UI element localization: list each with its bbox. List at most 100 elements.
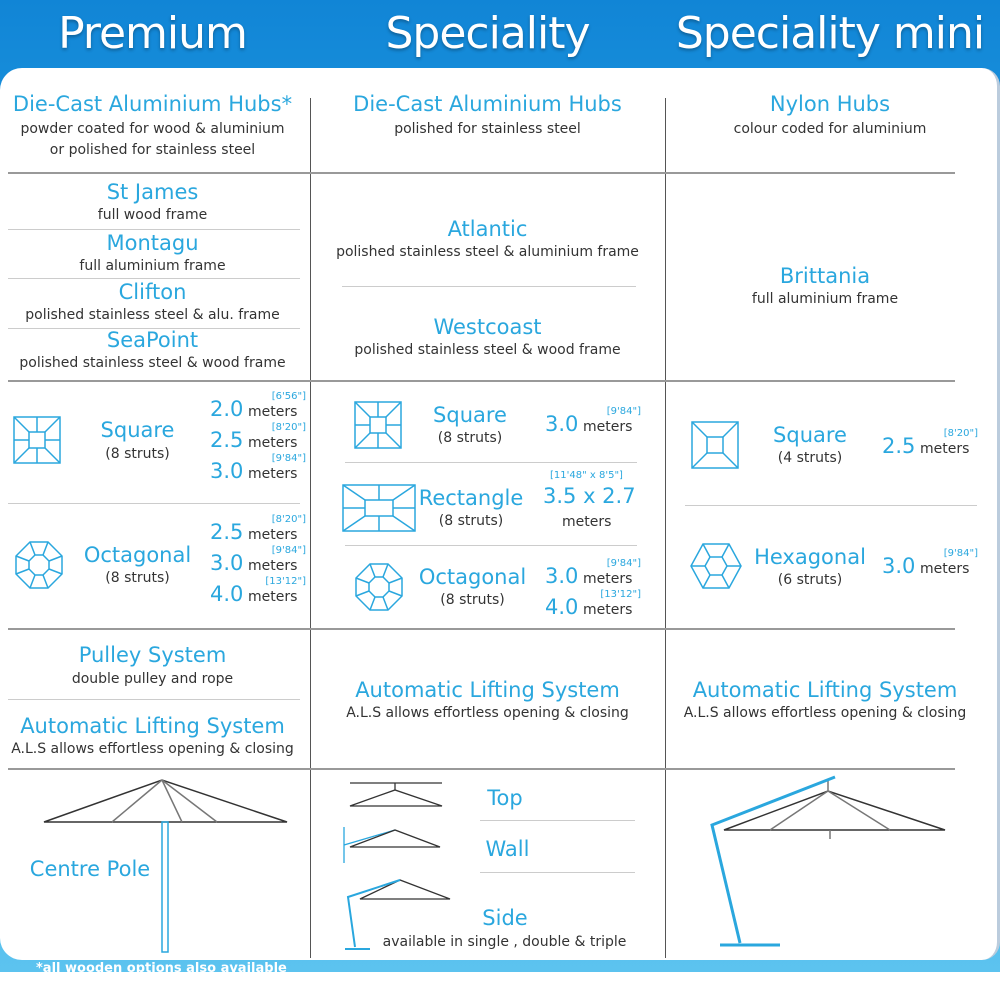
- size-unit: meters: [248, 404, 298, 420]
- size-unit: meters: [583, 602, 633, 618]
- size-value: 3.0: [545, 564, 579, 588]
- shape-name: Hexagonal: [754, 545, 866, 569]
- size-value: 2.5: [210, 428, 244, 452]
- lifting-title: Automatic Lifting System: [355, 678, 620, 702]
- size-feet: [13'12"]: [265, 576, 306, 587]
- side-note: available in single , double & triple: [382, 934, 627, 950]
- shape-name: Square: [100, 418, 175, 442]
- square-canopy-icon: [13, 416, 61, 464]
- row-divider: [8, 172, 955, 174]
- size-value: 2.5: [210, 520, 244, 544]
- size-value: 3.0: [545, 412, 579, 436]
- column-title-premium: Premium: [58, 8, 248, 59]
- sub-divider: [8, 229, 300, 230]
- size-feet: [8'20"]: [943, 428, 978, 439]
- model-desc: full aluminium frame: [79, 258, 226, 274]
- centre-pole-umbrella-illustration: [43, 779, 288, 953]
- lifting-desc: double pulley and rope: [71, 671, 234, 687]
- model-desc: polished stainless steel & wood frame: [354, 342, 621, 358]
- shape-struts: (8 struts): [105, 570, 170, 586]
- sub-divider: [8, 503, 300, 504]
- lifting-title: Automatic Lifting System: [692, 678, 958, 702]
- shape-name: Octagonal: [418, 565, 527, 589]
- model-desc: polished stainless steel & aluminium fra…: [336, 244, 639, 260]
- sub-divider: [480, 872, 635, 873]
- sub-divider: [345, 462, 637, 463]
- size-value: 3.0: [882, 554, 916, 578]
- side-mount-illustration: [345, 879, 451, 950]
- hub-title: Die-Cast Aluminium Hubs: [353, 92, 622, 116]
- size-unit: meters: [562, 514, 612, 530]
- shape-name: Square: [773, 423, 847, 447]
- row-divider: [8, 628, 955, 630]
- shape-struts: (4 struts): [777, 450, 843, 466]
- column-divider: [310, 98, 311, 958]
- sub-divider: [8, 699, 300, 700]
- hub-title: Nylon Hubs: [769, 92, 891, 116]
- size-unit: meters: [248, 527, 298, 543]
- wall-mount-illustration: [343, 827, 441, 863]
- mount-label: Top: [487, 786, 523, 810]
- model-name: Montagu: [106, 231, 199, 255]
- sub-divider: [342, 286, 636, 287]
- column-divider: [665, 98, 666, 958]
- shape-struts: (6 struts): [777, 572, 843, 588]
- size-feet: [11'48" x 8'5"]: [550, 470, 623, 481]
- size-feet: [9'84"]: [271, 453, 306, 464]
- size-value: 4.0: [545, 595, 579, 619]
- size-feet: [13'12"]: [600, 589, 641, 600]
- model-desc: polished stainless steel & wood frame: [19, 355, 286, 371]
- hub-desc: powder coated for wood & aluminium: [20, 121, 285, 137]
- lifting-desc: A.L.S allows effortless opening & closin…: [11, 741, 294, 757]
- model-name: Atlantic: [447, 217, 528, 241]
- size-feet: [9'84"]: [943, 548, 978, 559]
- square-canopy-icon: [691, 421, 739, 469]
- column-title-speciality: Speciality: [385, 8, 590, 59]
- size-feet: [8'20"]: [271, 514, 306, 525]
- shape-name: Square: [433, 403, 507, 427]
- footnote: *all wooden options also available: [36, 961, 287, 972]
- hub-title: Die-Cast Aluminium Hubs*: [12, 92, 293, 116]
- mount-label: Centre Pole: [29, 857, 151, 881]
- hub-desc: polished for stainless steel: [394, 121, 581, 137]
- shape-name: Rectangle: [418, 486, 524, 510]
- size-feet: [9'84"]: [606, 558, 641, 569]
- size-unit: meters: [248, 589, 298, 605]
- shape-struts: (8 struts): [105, 446, 170, 462]
- size-value: 4.0: [210, 582, 244, 606]
- size-unit: meters: [920, 441, 970, 457]
- mount-label: Side: [482, 906, 528, 930]
- size-feet: [9'84"]: [606, 406, 641, 417]
- lifting-title: Pulley System: [78, 643, 227, 667]
- size-value: 3.5 x 2.7: [543, 484, 636, 508]
- lifting-desc: A.L.S allows effortless opening & closin…: [683, 705, 967, 721]
- size-value: 2.0: [210, 397, 244, 421]
- shape-struts: (8 struts): [438, 513, 504, 529]
- size-feet: [6'56"]: [271, 391, 306, 402]
- size-unit: meters: [583, 571, 633, 587]
- model-desc: full wood frame: [97, 207, 208, 223]
- size-value: 2.5: [882, 434, 916, 458]
- sub-divider: [685, 505, 977, 506]
- model-name: Brittania: [779, 264, 871, 288]
- column-title-speciality-mini: Speciality mini: [675, 8, 985, 59]
- row-divider: [8, 380, 955, 382]
- size-unit: meters: [248, 466, 298, 482]
- model-name: Clifton: [118, 280, 187, 304]
- size-unit: meters: [583, 419, 633, 435]
- octagonal-canopy-icon: [15, 541, 63, 589]
- size-feet: [9'84"]: [271, 545, 306, 556]
- size-unit: meters: [920, 561, 970, 577]
- mount-label: Wall: [485, 837, 530, 861]
- shape-name: Octagonal: [83, 543, 192, 567]
- rectangle-canopy-icon: [342, 484, 416, 532]
- size-value: 3.0: [210, 551, 244, 575]
- lifting-desc: A.L.S allows effortless opening & closin…: [346, 705, 629, 721]
- octagonal-canopy-icon: [355, 563, 403, 611]
- size-unit: meters: [248, 435, 298, 451]
- shape-struts: (8 struts): [440, 592, 505, 608]
- model-desc: polished stainless steel & alu. frame: [25, 307, 280, 323]
- hub-desc: colour coded for aluminium: [733, 121, 927, 137]
- comparison-panel: [0, 68, 1000, 960]
- sub-divider: [8, 278, 300, 279]
